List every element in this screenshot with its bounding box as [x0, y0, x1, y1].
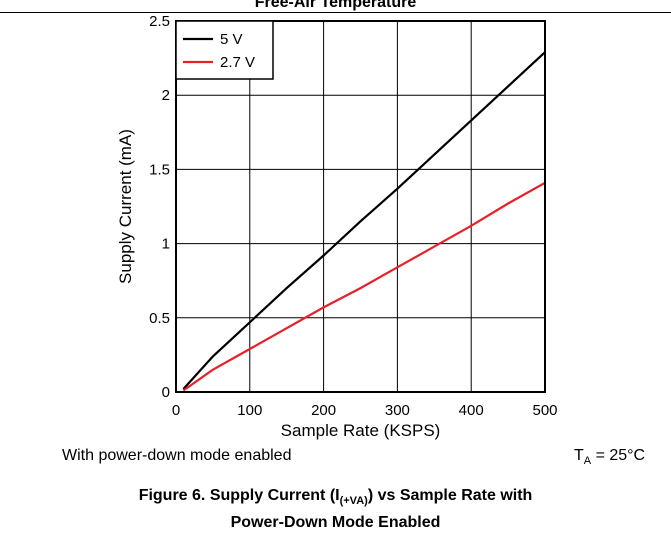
series-line-1 — [182, 181, 546, 392]
x-tick-label: 500 — [532, 402, 557, 419]
condition-note: With power-down mode enabled — [62, 447, 292, 464]
legend-label-0: 5 V — [220, 31, 243, 48]
caption-prefix: Figure 6. Supply Current (I — [138, 487, 340, 504]
caption-suffix: ) vs Sample Rate with — [367, 487, 533, 504]
legend-label-1: 2.7 V — [220, 54, 255, 71]
y-tick-label: 0.5 — [149, 310, 170, 327]
legend: 5 V 2.7 V — [175, 20, 274, 80]
series-line-0 — [182, 51, 546, 390]
temp-value: = 25°C — [591, 447, 646, 464]
plot-frame — [175, 20, 546, 393]
x-tick-label: 100 — [237, 402, 262, 419]
y-tick-label: 2 — [162, 87, 170, 104]
temp-symbol: T — [574, 447, 584, 464]
x-tick-label: 200 — [311, 402, 336, 419]
y-tick-label: 2.5 — [149, 13, 170, 30]
y-tick-labels: 0 0.5 1 1.5 2 2.5 — [149, 13, 170, 401]
series-lines — [182, 51, 546, 392]
temp-subscript: A — [583, 455, 592, 468]
y-tick-label: 1.5 — [149, 161, 170, 178]
legend-box — [175, 20, 274, 80]
y-tick-label: 1 — [162, 236, 170, 253]
caption-line-2: Power-Down Mode Enabled — [230, 514, 441, 532]
page-header-title: Free-Air Temperature — [254, 0, 417, 11]
x-tick-labels: 0 100 200 300 400 500 — [172, 402, 558, 419]
y-tick-label: 0 — [162, 384, 170, 401]
caption-line-1: Figure 6. Supply Current (I(+VA)) vs Sam… — [0, 485, 671, 512]
x-tick-label: 0 — [172, 402, 180, 419]
x-tick-label: 300 — [385, 402, 410, 419]
x-tick-label: 400 — [459, 402, 484, 419]
caption-subscript: (+VA) — [339, 495, 368, 508]
temperature-note: TA = 25°C — [574, 447, 645, 467]
supply-current-chart: 0 100 200 300 400 500 0 0.5 1 1.5 2 2.5 Sample Rat… — [116, 13, 558, 440]
y-axis-label: Supply Current (mA) — [116, 129, 135, 284]
x-axis-label: Sample Rate (KSPS) — [281, 421, 441, 440]
grid-lines — [176, 21, 545, 392]
figure-caption: Figure 6. Supply Current (I(+VA)) vs Sam… — [0, 485, 671, 534]
top-divider — [0, 12, 671, 13]
